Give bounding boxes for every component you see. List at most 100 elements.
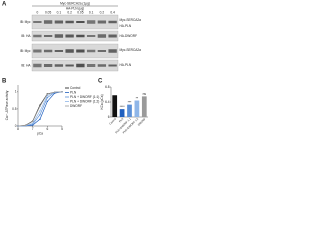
bar xyxy=(119,109,125,117)
blot-band xyxy=(65,49,74,53)
y-tick-label: 1 xyxy=(15,90,17,94)
blot-band xyxy=(86,49,96,53)
figure: A B C Myc-SERCA2a (1μg) HA-PLN (μg) 0 0.0… xyxy=(2,1,148,135)
blot-band xyxy=(97,64,107,67)
blot-band xyxy=(54,50,64,52)
blot-header: Myc-SERCA2a (1μg) xyxy=(60,1,90,5)
lane-label: 0.2 xyxy=(100,10,105,14)
blot-band xyxy=(76,63,85,68)
lane-label: 0.05 xyxy=(45,10,51,14)
blot-band xyxy=(76,34,85,38)
x-tick-label: 6 xyxy=(46,127,48,131)
panel-label: C xyxy=(98,79,103,85)
blot-right-label: Myc-SERCA2a xyxy=(120,18,142,22)
curve xyxy=(17,91,63,127)
page: A B C Myc-SERCA2a (1μg) HA-PLN (μg) 0 0.0… xyxy=(2,1,148,136)
legend-label: DWORF xyxy=(70,104,82,108)
blot-right-label: HA-PLN xyxy=(120,63,132,67)
x-tick-label: 5 xyxy=(61,127,63,131)
blot-band xyxy=(76,49,85,53)
blot-band xyxy=(97,50,107,52)
blot-band xyxy=(43,49,53,53)
blot-band xyxy=(86,35,96,37)
blot-left-label: IB: Myc xyxy=(20,49,31,53)
blot-strip xyxy=(31,43,119,59)
panel-label: A xyxy=(2,2,7,8)
blot-band xyxy=(54,64,64,67)
bar xyxy=(112,95,118,117)
blot-strip xyxy=(31,59,119,72)
point xyxy=(39,110,41,112)
blot-left-label: IB: HA xyxy=(21,34,31,38)
blot-band xyxy=(33,49,42,53)
curve xyxy=(17,91,63,127)
blot-band xyxy=(43,20,53,24)
point xyxy=(39,114,41,116)
blot-band xyxy=(108,20,117,24)
y-tick-label: 6.4 xyxy=(105,100,110,104)
x-tick-label: PLN xyxy=(118,117,124,123)
blot-left-label: IB: Myc xyxy=(20,20,31,24)
blot-band xyxy=(65,20,74,24)
curve xyxy=(17,91,63,127)
bar xyxy=(127,104,132,117)
y-tick-label: 6.8 xyxy=(105,85,110,89)
lane-label: 0.4 xyxy=(110,10,115,14)
blot-strip xyxy=(31,14,119,30)
blot-band xyxy=(65,34,74,38)
significance: ns xyxy=(143,92,147,96)
x-tick-label: 8 xyxy=(17,127,19,131)
bar xyxy=(141,96,147,117)
legend-label: PLN xyxy=(70,90,77,94)
lane-label: 0 xyxy=(36,10,38,14)
significance: **** xyxy=(120,105,126,109)
panel-label: B xyxy=(2,79,7,85)
y-tick-label: 6 xyxy=(108,115,110,119)
point xyxy=(39,105,41,107)
significance: *** xyxy=(128,100,132,104)
significance: ** xyxy=(136,96,139,100)
blot-band xyxy=(33,34,42,38)
blot-left-label: IB: HA xyxy=(21,63,31,67)
x-tick-label: 7 xyxy=(32,127,34,131)
curve xyxy=(17,91,63,127)
blot-right-label: HA-PLN xyxy=(120,24,132,28)
blot-band xyxy=(86,20,96,24)
blot-band xyxy=(43,35,53,37)
point xyxy=(31,120,34,123)
blot-right-label: Myc-SERCA2a xyxy=(120,48,142,52)
blot-band xyxy=(97,34,107,38)
blot-strip xyxy=(31,30,119,42)
x-tick-label: DWORF xyxy=(137,117,147,127)
point xyxy=(46,93,49,95)
y-tick-label: 0.5 xyxy=(12,107,17,111)
point xyxy=(53,91,56,93)
y-axis-label: Ca²⁺-ATPase activity xyxy=(5,90,9,120)
point xyxy=(24,124,27,127)
blot-band xyxy=(54,34,64,38)
point xyxy=(61,91,63,93)
lane-label: 0.05 xyxy=(77,10,83,14)
bar xyxy=(134,100,140,117)
blot-band xyxy=(76,21,85,23)
point xyxy=(46,100,49,103)
point xyxy=(31,122,34,125)
blot-band xyxy=(54,20,64,24)
blot-band xyxy=(108,64,117,67)
point xyxy=(46,96,49,99)
x-tick-label: Control xyxy=(108,117,117,126)
y-tick-label: 0 xyxy=(15,124,17,128)
blot-band xyxy=(43,64,53,67)
blot-band xyxy=(33,63,42,68)
lane-label: 0.1 xyxy=(57,10,62,14)
legend-label: PLN + DWORF (1:1) xyxy=(70,95,99,99)
blot-right-label: HA-DWORF xyxy=(120,34,138,38)
x-axis-label: pCa xyxy=(37,131,43,135)
curve xyxy=(17,91,63,127)
blot-band xyxy=(65,64,74,67)
legend-label: Control xyxy=(70,86,81,90)
blot-band xyxy=(108,34,117,38)
blot-band xyxy=(33,21,42,23)
blot-band xyxy=(97,20,107,24)
point xyxy=(17,125,19,127)
